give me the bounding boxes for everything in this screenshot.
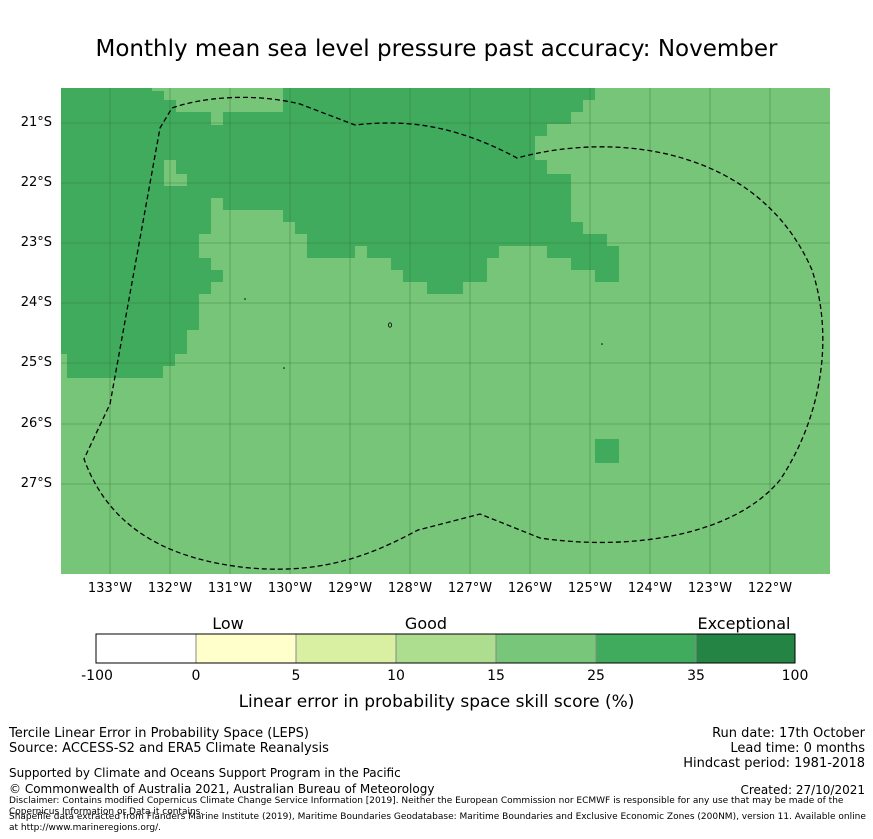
category-low: Low (212, 614, 244, 633)
gridlines (61, 88, 830, 574)
lat-label: 26°S (20, 416, 52, 431)
lon-label: 124°W (627, 581, 673, 596)
lon-label: 127°W (447, 581, 493, 596)
colorbar-swatch (595, 633, 697, 664)
footer-support: Supported by Climate and Oceans Support … (9, 766, 401, 780)
lon-label: 133°W (87, 581, 133, 596)
island-marker (387, 322, 392, 328)
lon-label: 130°W (267, 581, 313, 596)
colorbar-swatch (495, 633, 597, 664)
lat-label: 24°S (20, 295, 52, 310)
colorbar-label: Linear error in probability space skill … (238, 692, 635, 712)
footer-run-date: Run date: 17th October (712, 726, 865, 741)
lon-label: 128°W (387, 581, 433, 596)
category-good: Good (404, 614, 448, 633)
light-patch-4 (235, 100, 283, 112)
lat-label: 25°S (20, 355, 52, 370)
footer-created: Created: 27/10/2021 (740, 783, 865, 797)
light-patch-2 (176, 174, 187, 186)
footer-shapefile: Shapefile data extracted from Flanders M… (9, 812, 866, 833)
lon-label: 126°W (507, 581, 553, 596)
category-exceptional: Exceptional (697, 614, 791, 633)
colorbar-swatch (695, 633, 796, 664)
colorbar-swatch (95, 633, 197, 664)
island-marker (601, 343, 603, 345)
footer-source: Source: ACCESS-S2 and ERA5 Climate Reana… (9, 741, 329, 756)
light-patch-6 (176, 100, 235, 112)
colorbar-tick: 0 (191, 668, 201, 684)
colorbar-frame (95, 633, 796, 664)
footer-lead-time: Lead time: 0 months (730, 741, 865, 756)
region-skill-25-35 (61, 88, 619, 378)
dark-patch (595, 439, 619, 463)
lon-label: 129°W (327, 581, 373, 596)
footer-leps: Tercile Linear Error in Probability Spac… (9, 726, 309, 741)
light-patch-1 (164, 160, 176, 186)
colorbar-tick: 5 (291, 668, 301, 684)
colorbar-swatch (395, 633, 497, 664)
colorbar-tick: -100 (81, 668, 113, 684)
island-marker (244, 298, 246, 300)
lat-label: 21°S (20, 115, 52, 130)
colorbar-tick: 15 (487, 668, 505, 684)
lon-label: 122°W (747, 581, 793, 596)
colorbar-tick: 35 (687, 668, 705, 684)
chart-title: Monthly mean sea level pressure past acc… (95, 36, 778, 62)
footer-disclaimer: Disclaimer: Contains modified Copernicus… (9, 796, 844, 817)
footer-copyright: © Commonwealth of Australia 2021, Austra… (9, 782, 435, 796)
colorbar-swatch (295, 633, 397, 664)
colorbar (95, 633, 796, 664)
colorbar-swatch (195, 633, 297, 664)
lat-label: 27°S (20, 476, 52, 491)
footer-hindcast: Hindcast period: 1981-2018 (683, 756, 865, 771)
lon-label: 125°W (567, 581, 613, 596)
island-marker (283, 367, 285, 369)
colorbar-tick: 10 (387, 668, 405, 684)
eez-boundary (83, 96, 824, 570)
light-patch-3 (211, 112, 223, 125)
lon-label: 131°W (207, 581, 253, 596)
lon-label: 132°W (147, 581, 193, 596)
lat-label: 23°S (20, 235, 52, 250)
lat-label: 22°S (20, 175, 52, 190)
lon-label: 123°W (687, 581, 733, 596)
colorbar-tick: 100 (781, 668, 809, 684)
colorbar-tick: 25 (587, 668, 605, 684)
